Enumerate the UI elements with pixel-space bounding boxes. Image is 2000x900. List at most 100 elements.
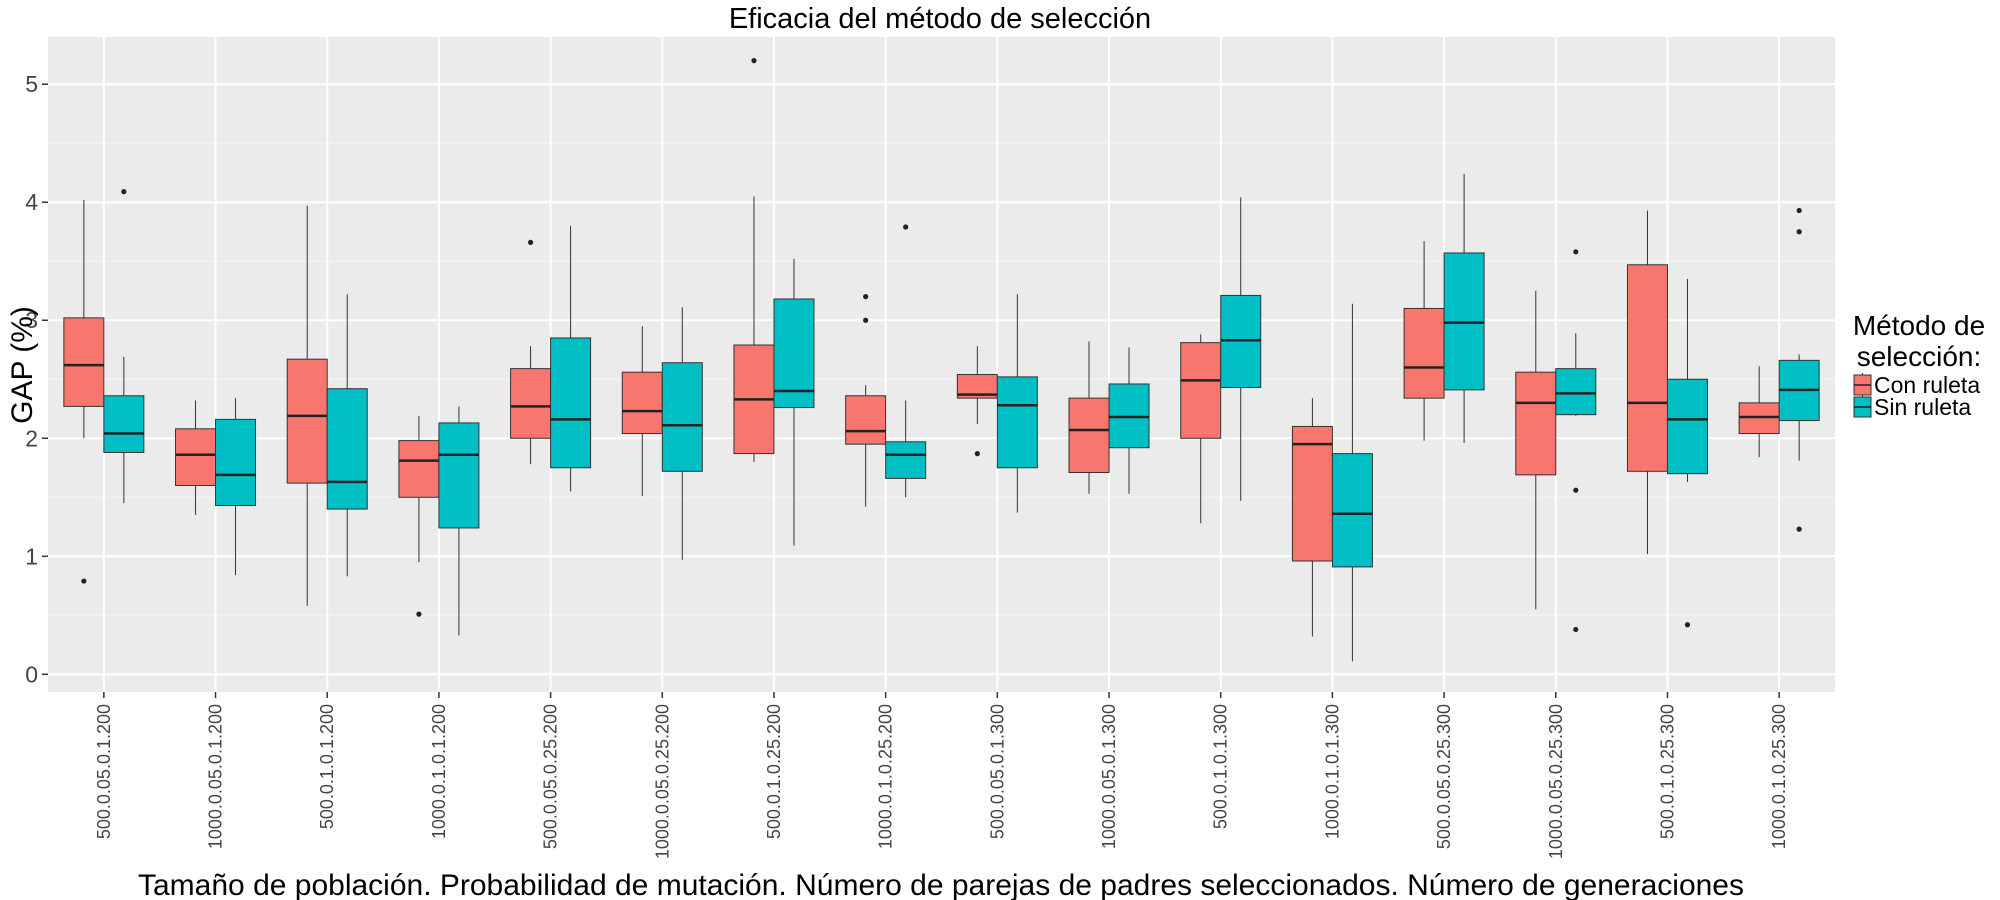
box-sin-ruleta [215, 398, 257, 576]
box-con-ruleta [621, 326, 663, 497]
x-axis-title: Tamaño de población. Probabilidad de mut… [138, 869, 1744, 900]
x-tick-label: 1000.0.05.0.25.200 [652, 704, 672, 859]
outlier-point [1796, 526, 1802, 532]
box-sin-ruleta [326, 294, 368, 577]
box-iqr [1515, 371, 1557, 476]
outlier-point [121, 189, 127, 195]
outlier-point [1684, 622, 1691, 628]
legend-label: Con ruleta [1874, 372, 1980, 398]
box-iqr [1180, 342, 1222, 439]
x-axis-ticks: 500.0.05.0.1.200 1000.0.05.0.1.200 500.0.1… [94, 692, 1789, 859]
box-con-ruleta [1515, 290, 1557, 610]
outlier-point [863, 317, 869, 323]
outlier-point [1796, 207, 1802, 214]
legend-title-line1: Método de [1853, 310, 1985, 341]
box-con-ruleta [175, 400, 217, 515]
x-tick-label: 500.0.1.0.25.200 [764, 704, 784, 839]
y-tick-label: 4 [25, 189, 38, 215]
box-con-ruleta [286, 205, 328, 606]
x-tick-label: 500.0.1.0.25.300 [1657, 704, 1677, 839]
box-iqr [773, 298, 815, 409]
box-iqr [103, 395, 145, 453]
x-tick-label: 500.0.05.0.1.200 [94, 704, 114, 839]
outlier-point [903, 224, 909, 230]
box-con-ruleta [845, 294, 887, 507]
box-sin-ruleta [885, 224, 927, 498]
box-iqr [1291, 425, 1333, 562]
box-sin-ruleta [1666, 278, 1708, 628]
box-iqr [286, 358, 328, 484]
outlier-point [1573, 487, 1579, 493]
box-series [63, 58, 1820, 662]
x-tick-label: 1000.0.05.0.1.300 [1099, 704, 1119, 849]
box-iqr [438, 422, 480, 529]
box-sin-ruleta [103, 189, 145, 504]
outlier-point [1573, 626, 1579, 633]
x-tick-label: 500.0.05.0.25.200 [541, 704, 561, 849]
box-iqr [1666, 378, 1708, 475]
outlier-point [416, 611, 422, 617]
outlier-point [751, 58, 757, 64]
outlier-point [81, 578, 87, 584]
outlier-point [527, 239, 534, 245]
box-iqr [661, 362, 703, 472]
y-tick-label: 5 [25, 71, 38, 97]
x-tick-label: 500.0.05.0.1.300 [987, 704, 1007, 839]
box-iqr [215, 418, 257, 507]
box-con-ruleta [398, 415, 440, 617]
x-tick-label: 500.0.05.0.25.300 [1434, 704, 1454, 849]
box-iqr [621, 371, 663, 435]
box-sin-ruleta [438, 406, 480, 636]
outlier-point [1796, 229, 1802, 235]
y-axis-title: GAP (%) [6, 306, 39, 424]
x-tick-label: 500.0.1.0.1.200 [317, 704, 337, 829]
legend-key-con-ruleta: Con ruleta [1853, 372, 1980, 398]
box-iqr [1626, 264, 1668, 472]
box-con-ruleta [1291, 398, 1333, 637]
box-iqr [175, 428, 217, 486]
y-tick-label: 3 [25, 307, 38, 333]
y-tick-label: 2 [25, 425, 38, 451]
y-tick-label: 0 [25, 661, 38, 687]
outlier-point [863, 294, 869, 300]
box-con-ruleta [1738, 366, 1780, 458]
box-sin-ruleta [1443, 173, 1485, 443]
y-axis-ticks: 0 1 2 3 4 5 [25, 71, 48, 687]
box-iqr [1331, 453, 1373, 568]
x-tick-label: 1000.0.05.0.25.300 [1546, 704, 1566, 859]
box-sin-ruleta [773, 258, 815, 546]
box-con-ruleta [1180, 334, 1222, 524]
box-sin-ruleta [1555, 249, 1597, 633]
outlier-point [974, 451, 980, 457]
box-sin-ruleta [1778, 207, 1820, 532]
outlier-point [1573, 249, 1579, 255]
x-tick-label: 1000.0.05.0.1.200 [206, 704, 226, 849]
box-iqr [550, 337, 592, 469]
box-iqr [1068, 397, 1110, 473]
box-sin-ruleta [1331, 303, 1373, 662]
plot-panel [48, 37, 1835, 692]
box-con-ruleta [733, 58, 775, 462]
box-iqr [845, 395, 887, 445]
legend-key-sin-ruleta: Sin ruleta [1853, 394, 1971, 420]
box-iqr [63, 317, 105, 407]
y-tick-label: 1 [25, 543, 38, 569]
box-iqr [1403, 307, 1445, 399]
box-sin-ruleta [661, 307, 703, 560]
legend-title-line2: selección: [1857, 341, 1982, 372]
x-tick-label: 1000.0.1.0.1.300 [1322, 704, 1342, 839]
x-tick-label: 1000.0.1.0.25.200 [876, 704, 896, 849]
box-iqr [326, 388, 368, 510]
box-sin-ruleta [1220, 197, 1262, 501]
box-iqr [510, 368, 552, 439]
box-iqr [398, 440, 440, 498]
box-con-ruleta [1626, 210, 1668, 554]
box-iqr [996, 376, 1038, 469]
x-tick-label: 1000.0.1.0.1.200 [429, 704, 449, 839]
chart-title: Eficacia del método de selección [729, 3, 1151, 35]
x-tick-label: 500.0.1.0.1.300 [1211, 704, 1231, 829]
box-sin-ruleta [996, 294, 1038, 513]
